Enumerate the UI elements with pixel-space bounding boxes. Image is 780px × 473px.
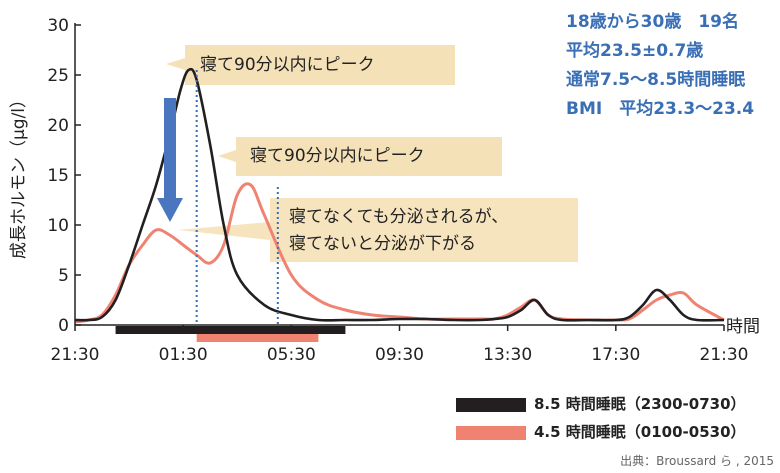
source-citation: 出典：Broussard ら , 2015 <box>620 454 774 468</box>
sleep-bar-8.5h <box>115 326 346 334</box>
callout1-pointer <box>166 58 185 70</box>
info-line: 平均23.5±0.7歳 <box>566 41 704 61</box>
x-tick-label: 09:30 <box>375 345 424 365</box>
callout-no-sleep-line1: 寝てなくても分泌されるが、 <box>289 206 508 227</box>
legend-swatch <box>456 426 526 440</box>
y-axis-label: 成長ホルモン（μg/l） <box>9 91 29 259</box>
sleep-bars <box>115 326 346 342</box>
info-line: BMI 平均23.3〜23.4 <box>566 99 755 119</box>
down-arrow-shaft <box>164 98 176 198</box>
x-tick-label: 17:30 <box>591 345 640 365</box>
callout2-pointer <box>218 150 236 162</box>
down-arrow-head <box>157 198 183 222</box>
y-tick-label: 15 <box>47 166 69 186</box>
y-tick-label: 0 <box>58 316 69 336</box>
callout-no-sleep-line2: 寝てないと分泌が下がる <box>289 233 476 254</box>
legend-label: 8.5 時間睡眠（2300-0730） <box>534 395 746 413</box>
info-line: 18歳から30歳 19名 <box>566 12 739 32</box>
series-line-4-5h <box>74 182 725 324</box>
x-tick-label: 21:30 <box>700 345 749 365</box>
legend-label: 4.5 時間睡眠（0100-0530） <box>534 423 746 441</box>
series-line-8-5h <box>74 67 725 322</box>
callout-peak-4-5h: 寝て90分以内にピーク <box>250 145 425 166</box>
y-tick-label: 25 <box>47 66 69 86</box>
x-tick-label: 05:30 <box>267 345 316 365</box>
sleep-bar-4.5h <box>196 334 319 342</box>
x-tick-label: 21:30 <box>51 345 100 365</box>
peak-markers <box>157 70 279 325</box>
x-tick-label: 13:30 <box>483 345 532 365</box>
study-info: 18歳から30歳 19名 平均23.5±0.7歳通常7.5〜8.5時間睡眠 BMI … <box>566 8 754 124</box>
info-line: 通常7.5〜8.5時間睡眠 <box>566 70 746 90</box>
callout-peak-8-5h: 寝て90分以内にピーク <box>200 54 375 75</box>
y-tick-label: 30 <box>47 16 69 36</box>
x-axis-label: 時間 <box>726 317 760 337</box>
x-tick-label: 01:30 <box>159 345 208 365</box>
axes: 0 5 10 15 20 25 30 21:30 01:30 05:30 09:30 13:30 17:… <box>47 16 748 365</box>
legend-swatch <box>456 398 526 412</box>
y-tick-label: 20 <box>47 116 69 136</box>
callout2-bg <box>236 137 502 176</box>
callout1-bg <box>185 45 455 85</box>
callout3-bg <box>270 198 578 262</box>
series-lines <box>74 67 725 324</box>
y-tick-label: 10 <box>47 216 69 236</box>
y-tick-label: 5 <box>58 266 69 286</box>
